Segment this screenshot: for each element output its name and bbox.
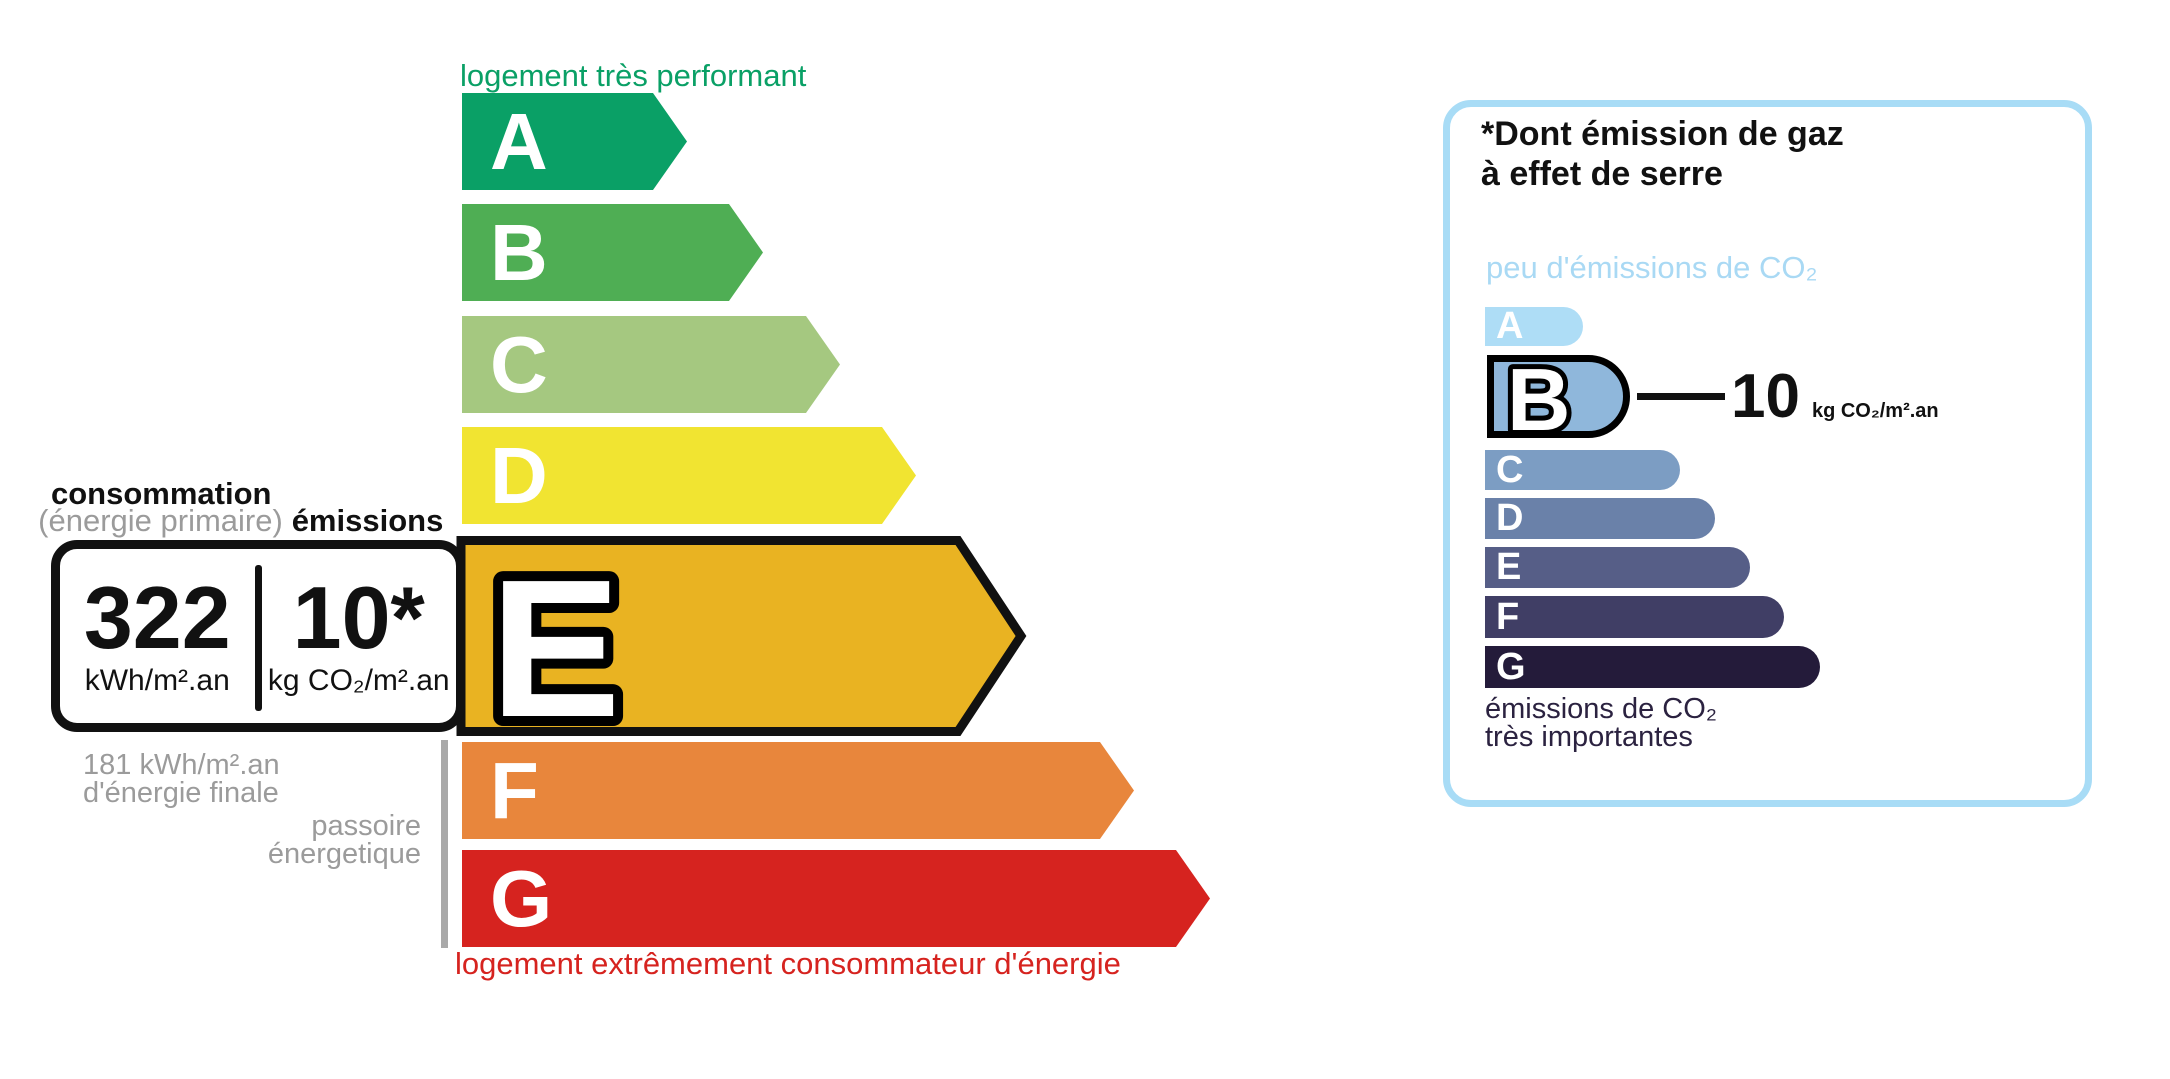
co2-value-pointer-line [1637, 393, 1725, 400]
co2-class-bar-d: D [1485, 498, 1715, 539]
energy-class-letter-f: F [490, 746, 539, 835]
co2-value-group: 10 kg CO₂/m².an [1731, 366, 1939, 428]
energy-sieve-label-line2: énergetique [267, 838, 421, 870]
energy-sieve-label: passoire énergetique [267, 810, 421, 870]
energy-class-row-a: A [462, 93, 687, 190]
emissions-value-cell: 10* kg CO₂/m².an [262, 549, 457, 723]
co2-panel-title-line2: à effet de serre [1481, 155, 1723, 193]
primary-energy-sublabel: (énergie primaire) [38, 503, 283, 538]
co2-class-bar-a: A [1485, 307, 1583, 346]
co2-class-bar-e: E [1485, 547, 1750, 588]
co2-emissions-panel: *Dont émission de gaz à effet de serre p… [1443, 100, 2092, 807]
emissions-label: émissions [291, 503, 444, 538]
co2-class-bar-b-active: B [1487, 345, 1630, 454]
energy-class-row-d: D [462, 427, 916, 524]
co2-high-emissions-label: émissions de CO₂ très importantes [1485, 693, 1718, 753]
co2-class-bar-f: F [1485, 596, 1784, 638]
energy-class-letter-g: G [490, 854, 553, 943]
co2-panel-title: *Dont émission de gaz à effet de serre [1481, 114, 1844, 194]
co2-class-letter-b: B [1507, 350, 1571, 449]
co2-class-bar-c: C [1485, 450, 1680, 490]
co2-low-emissions-label: peu d'émissions de CO₂ [1486, 250, 1818, 285]
energy-class-row-b: B [462, 204, 763, 301]
final-energy-line1: 181 kWh/m².an [83, 749, 280, 781]
energy-class-row-c: C [462, 316, 840, 413]
energy-class-letter-e: E [490, 539, 621, 758]
consumption-label: consommation [51, 476, 272, 511]
energy-class-letter-b: B [490, 208, 548, 297]
consumption-value: 322 [83, 568, 231, 667]
energy-class-letter-c: C [490, 320, 548, 409]
co2-panel-title-line1: *Dont émission de gaz [1481, 115, 1844, 153]
co2-class-letter-a: A [1496, 305, 1524, 347]
energy-sieve-bracket-bar [441, 740, 448, 948]
co2-class-letter-g: G [1496, 646, 1526, 688]
consumption-value-cell: 322 kWh/m².an [60, 549, 255, 723]
co2-high-emissions-line1: émissions de CO₂ [1485, 693, 1718, 725]
value-box-divider [254, 565, 262, 711]
final-energy-line2: d'énergie finale [83, 777, 279, 809]
co2-high-emissions-line2: très importantes [1485, 721, 1693, 753]
bottom-consumption-label: logement extrêmement consommateur d'éner… [455, 946, 1121, 981]
co2-class-letter-c: C [1496, 449, 1524, 491]
emissions-value: 10* [292, 568, 425, 667]
energy-sieve-label-line1: passoire [311, 810, 421, 842]
co2-class-letter-d: D [1496, 497, 1524, 539]
co2-class-bar-g: G [1485, 646, 1820, 688]
energy-class-letter-a: A [490, 97, 548, 186]
co2-value-unit: kg CO₂/m².an [1811, 400, 1939, 422]
emissions-unit: kg CO₂/m².an [267, 664, 450, 697]
co2-panel-border [1443, 100, 2092, 807]
energy-class-letter-d: D [490, 431, 548, 520]
energy-class-row-f: F [462, 742, 1134, 839]
consumption-unit: kWh/m².an [84, 664, 230, 697]
energy-class-row-g: G [462, 850, 1210, 947]
rating-value-box: 322 kWh/m².an 10* kg CO₂/m².an [51, 540, 465, 732]
co2-class-letter-f: F [1496, 596, 1520, 638]
energy-class-row-e-active: E [456, 529, 1027, 768]
final-energy-note: 181 kWh/m².an d'énergie finale [83, 749, 280, 809]
co2-class-letter-e: E [1496, 546, 1522, 588]
co2-value: 10 [1731, 362, 1800, 431]
top-performance-label: logement très performant [460, 58, 807, 93]
